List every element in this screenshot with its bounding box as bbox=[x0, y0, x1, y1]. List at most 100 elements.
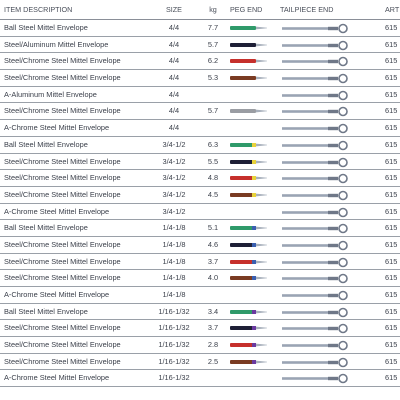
size-cell: 4/4 bbox=[168, 39, 180, 49]
tail-string bbox=[282, 227, 328, 231]
string-tip bbox=[256, 110, 267, 113]
weight-cell: 4.6 bbox=[207, 239, 219, 249]
tail-string bbox=[282, 43, 328, 47]
size-cell: 3/4-1/2 bbox=[162, 173, 186, 183]
string-tip bbox=[256, 59, 267, 63]
weight-cell: 3.4 bbox=[207, 306, 219, 316]
string-catalog-table: ITEM DESCRIPTION SIZE kg PEG END TAILPIE… bbox=[0, 5, 400, 388]
table-row: Steel/Chrome Steel Mittel Envelope 4/4 6.2… bbox=[0, 53, 400, 71]
table-row: A-Chrome Steel Mittel Envelope 3/4-1/2 615 bbox=[0, 204, 400, 221]
weight-cell: 4.8 bbox=[207, 173, 219, 183]
art-number: 615 bbox=[385, 223, 398, 233]
art-number: 615 bbox=[385, 156, 398, 166]
table-row: Steel/Chrome Steel Mittel Envelope 3/4-1/… bbox=[0, 154, 400, 171]
peg-winding bbox=[230, 109, 256, 114]
ball-ring-icon bbox=[338, 73, 348, 84]
weight-cell: 4.0 bbox=[207, 273, 219, 283]
peg-winding bbox=[230, 226, 256, 231]
size-cell: 1/16-1/32 bbox=[158, 373, 190, 383]
size-cell: 1/16-1/32 bbox=[158, 356, 190, 366]
peg-color-band bbox=[252, 159, 256, 164]
item-description: Steel/Chrome Steel Mittel Envelope bbox=[4, 256, 121, 266]
ball-ring-icon bbox=[338, 290, 348, 301]
tail-wrap bbox=[328, 377, 338, 381]
item-description: Steel/Chrome Steel Mittel Envelope bbox=[4, 356, 121, 366]
tail-string bbox=[282, 194, 328, 197]
ball-ring-icon bbox=[338, 107, 348, 117]
table-row: Steel/Chrome Steel Mittel Envelope 1/16-1… bbox=[0, 337, 400, 354]
art-number: 615 bbox=[385, 340, 398, 350]
header-art: ART bbox=[385, 5, 400, 14]
tail-string bbox=[282, 77, 328, 80]
peg-winding bbox=[230, 343, 256, 348]
art-number: 615 bbox=[385, 356, 398, 366]
size-cell: 4/4 bbox=[168, 23, 180, 32]
table-row: Ball Steel Mittel Envelope 1/16-1/32 3.4 61… bbox=[0, 304, 400, 321]
art-number: 615 bbox=[385, 56, 398, 66]
art-number: 615 bbox=[385, 373, 398, 383]
table-row: Steel/Chrome Steel Mittel Envelope 1/16-1… bbox=[0, 320, 400, 338]
item-description: A-Aluminum Mittel Envelope bbox=[4, 89, 97, 99]
art-number: 615 bbox=[385, 189, 398, 199]
size-cell: 4/4 bbox=[168, 123, 180, 133]
item-description: Ball Steel Mittel Envelope bbox=[4, 139, 88, 149]
art-number: 615 bbox=[385, 173, 398, 183]
weight-cell: 6.3 bbox=[207, 139, 219, 149]
tail-wrap bbox=[328, 176, 338, 181]
tail-string bbox=[282, 144, 328, 147]
tail-string bbox=[282, 377, 328, 381]
header-item-description: ITEM DESCRIPTION bbox=[4, 5, 73, 14]
size-cell: 3/4-1/2 bbox=[162, 139, 186, 149]
ball-ring-icon bbox=[338, 90, 348, 101]
table-row: A-Chrome Steel Mittel Envelope 4/4 615 bbox=[0, 120, 400, 137]
weight-cell: 5.1 bbox=[207, 223, 219, 233]
tail-wrap bbox=[328, 327, 338, 331]
tail-string bbox=[282, 294, 328, 297]
art-number: 615 bbox=[385, 39, 398, 49]
item-description: Steel/Aluminum Mittel Envelope bbox=[4, 39, 109, 49]
tail-string bbox=[282, 160, 328, 164]
item-description: A-Chrome Steel Mittel Envelope bbox=[4, 123, 110, 133]
tail-string bbox=[282, 93, 328, 97]
peg-color-band bbox=[252, 259, 256, 264]
weight-cell: 3.7 bbox=[207, 256, 219, 266]
tail-wrap bbox=[328, 277, 338, 281]
item-description: Ball Steel Mittel Envelope bbox=[4, 23, 88, 32]
table-row: Ball Steel Mittel Envelope 1/4-1/8 5.1 615 bbox=[0, 220, 400, 237]
size-cell: 4/4 bbox=[168, 106, 180, 116]
tail-wrap bbox=[328, 260, 338, 264]
ball-ring-icon bbox=[338, 190, 348, 201]
weight-cell: 4.5 bbox=[207, 189, 219, 199]
peg-color-band bbox=[252, 142, 256, 147]
weight-cell: 5.5 bbox=[207, 156, 219, 166]
tail-wrap bbox=[328, 60, 338, 64]
tail-wrap bbox=[328, 143, 338, 148]
peg-winding bbox=[230, 142, 256, 147]
ball-ring-icon bbox=[338, 57, 348, 67]
item-description: Steel/Chrome Steel Mittel Envelope bbox=[4, 56, 121, 66]
art-number: 615 bbox=[385, 239, 398, 249]
item-description: A-Chrome Steel Mittel Envelope bbox=[4, 290, 110, 299]
ball-ring-icon bbox=[338, 274, 348, 284]
tail-wrap bbox=[328, 360, 338, 364]
tail-string bbox=[282, 244, 328, 247]
string-tip bbox=[256, 76, 267, 80]
ball-ring-icon bbox=[338, 374, 348, 384]
table-row: A-Chrome Steel Mittel Envelope 1/16-1/32 6… bbox=[0, 370, 400, 388]
item-description: Steel/Chrome Steel Mittel Envelope bbox=[4, 323, 121, 333]
string-tip bbox=[256, 343, 267, 347]
header-size: SIZE bbox=[166, 5, 182, 14]
tail-string bbox=[282, 310, 328, 314]
table-row: Ball Steel Mittel Envelope 4/4 7.7 615 bbox=[0, 20, 400, 37]
size-cell: 1/4-1/8 bbox=[162, 273, 186, 283]
item-description: Steel/Chrome Steel Mittel Envelope bbox=[4, 73, 121, 83]
string-tip bbox=[256, 226, 267, 230]
peg-winding bbox=[230, 59, 256, 64]
peg-color-band bbox=[252, 242, 256, 247]
peg-color-band bbox=[252, 326, 256, 331]
peg-winding bbox=[230, 359, 256, 364]
string-tip bbox=[256, 276, 267, 280]
weight-cell: 5.7 bbox=[207, 106, 219, 116]
ball-ring-icon bbox=[338, 340, 348, 351]
tail-string bbox=[282, 110, 328, 114]
